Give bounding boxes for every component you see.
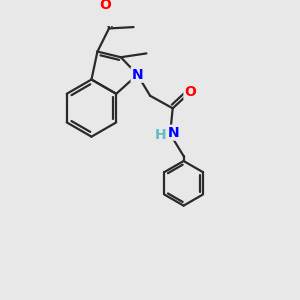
Text: N: N — [132, 68, 143, 82]
Text: O: O — [184, 85, 196, 99]
Text: N: N — [168, 126, 179, 140]
Text: H: H — [155, 128, 167, 142]
Text: O: O — [99, 0, 111, 12]
